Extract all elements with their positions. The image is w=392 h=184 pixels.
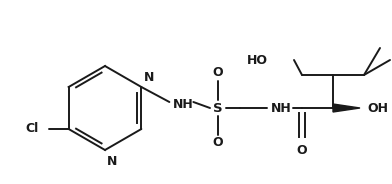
- Text: HO: HO: [247, 54, 268, 66]
- Text: Cl: Cl: [25, 123, 39, 135]
- Text: N: N: [107, 155, 117, 168]
- Text: NH: NH: [270, 102, 291, 114]
- Text: O: O: [297, 144, 307, 157]
- Polygon shape: [333, 104, 360, 112]
- Text: OH: OH: [367, 102, 388, 114]
- Text: O: O: [213, 137, 223, 149]
- Text: NH: NH: [173, 98, 194, 112]
- Text: N: N: [144, 71, 155, 84]
- Text: S: S: [213, 102, 223, 114]
- Text: O: O: [213, 66, 223, 79]
